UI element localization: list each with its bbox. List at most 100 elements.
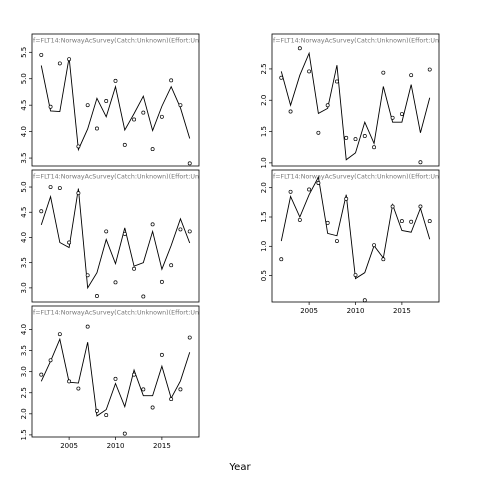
data-point bbox=[353, 137, 358, 142]
data-point bbox=[279, 75, 284, 80]
data-point bbox=[372, 145, 377, 150]
y-tick-label: 4.0 bbox=[20, 324, 28, 335]
data-point bbox=[85, 273, 90, 278]
panel-5: f=FLT14:NorwayAcSurvey(Catch:Unknown)(Ef… bbox=[20, 305, 222, 450]
x-tick-label: 2010 bbox=[107, 442, 125, 450]
panel-strip-label: f=FLT14:NorwayAcSurvey(Catch:Unknown)(Ef… bbox=[33, 310, 222, 317]
data-point bbox=[113, 376, 118, 381]
y-tick-label: 3.0 bbox=[20, 282, 28, 293]
data-point bbox=[141, 294, 146, 299]
panel-frame bbox=[31, 305, 200, 438]
data-point bbox=[418, 160, 423, 165]
data-point bbox=[409, 73, 414, 78]
y-tick-label: 1.5 bbox=[260, 211, 268, 222]
data-point bbox=[427, 67, 432, 72]
data-point bbox=[334, 79, 339, 84]
data-point bbox=[334, 239, 339, 243]
data-point bbox=[187, 161, 192, 166]
data-point bbox=[169, 397, 174, 402]
data-point bbox=[187, 335, 192, 340]
y-tick-label: 4.0 bbox=[20, 126, 28, 137]
data-point bbox=[122, 142, 127, 147]
data-point bbox=[113, 280, 118, 285]
data-point bbox=[39, 372, 44, 377]
y-tick-label: 1.5 bbox=[260, 126, 268, 137]
data-point bbox=[418, 204, 423, 209]
data-point bbox=[141, 110, 146, 115]
data-point bbox=[297, 217, 302, 222]
y-tick-label: 1.5 bbox=[20, 429, 28, 440]
data-point bbox=[122, 431, 127, 436]
data-point bbox=[344, 196, 349, 201]
data-point bbox=[57, 332, 62, 337]
panel-1: f=FLT14:NorwayAcSurvey(Catch:Unknown)(Ef… bbox=[20, 33, 222, 167]
y-tick-label: 2.5 bbox=[260, 63, 268, 74]
data-point bbox=[325, 220, 330, 225]
data-point bbox=[187, 229, 192, 234]
data-point bbox=[39, 52, 44, 57]
y-tick-label: 2.0 bbox=[20, 408, 28, 419]
x-axis-label: Year bbox=[228, 462, 251, 473]
data-point bbox=[288, 189, 293, 194]
data-point bbox=[85, 324, 90, 329]
data-point bbox=[150, 222, 155, 227]
x-tick-label: 2015 bbox=[393, 307, 411, 315]
data-point bbox=[76, 386, 81, 391]
data-point bbox=[169, 78, 174, 83]
fitted-line bbox=[40, 337, 191, 417]
panel-4: f=FLT14:NorwayAcSurvey(Catch:Unknown)(Ef… bbox=[260, 169, 440, 315]
data-point bbox=[316, 181, 321, 185]
data-point bbox=[150, 405, 155, 410]
data-point bbox=[104, 229, 109, 234]
data-point bbox=[104, 98, 109, 103]
y-tick-label: 2.0 bbox=[260, 182, 268, 193]
data-point bbox=[381, 257, 386, 262]
data-point bbox=[85, 103, 90, 108]
y-tick-label: 2.5 bbox=[20, 387, 28, 398]
data-point bbox=[48, 104, 53, 109]
y-tick-label: 3.5 bbox=[20, 345, 28, 356]
data-point bbox=[132, 266, 137, 271]
y-tick-label: 5.0 bbox=[20, 73, 28, 84]
panel-frame bbox=[271, 169, 440, 303]
panel-frame bbox=[271, 33, 440, 167]
fitted-line bbox=[280, 51, 431, 161]
fitted-line bbox=[40, 188, 191, 290]
data-point bbox=[427, 219, 432, 224]
data-point bbox=[307, 69, 312, 74]
data-point bbox=[159, 352, 164, 357]
data-point bbox=[362, 133, 367, 138]
data-point bbox=[94, 126, 99, 131]
data-point bbox=[132, 372, 137, 377]
data-point bbox=[48, 185, 53, 189]
y-tick-label: 3.0 bbox=[20, 366, 28, 377]
data-point bbox=[372, 243, 377, 248]
data-point bbox=[150, 147, 155, 152]
fitted-line bbox=[280, 175, 431, 280]
y-tick-label: 0.5 bbox=[260, 270, 268, 281]
data-point bbox=[297, 46, 302, 51]
data-point bbox=[353, 273, 358, 277]
data-point bbox=[307, 187, 312, 192]
data-point bbox=[122, 231, 127, 236]
data-point bbox=[48, 358, 53, 363]
data-point bbox=[390, 204, 395, 209]
x-tick-label: 2010 bbox=[347, 307, 365, 315]
data-point bbox=[178, 387, 183, 392]
y-tick-label: 1.0 bbox=[260, 157, 268, 168]
y-tick-label: 3.5 bbox=[20, 257, 28, 268]
data-point bbox=[94, 294, 99, 298]
data-point bbox=[288, 109, 293, 114]
data-point bbox=[113, 78, 118, 83]
panel-strip-label: f=FLT14:NorwayAcSurvey(Catch:Unknown)(Ef… bbox=[33, 38, 222, 45]
data-point bbox=[399, 219, 404, 224]
data-point bbox=[141, 387, 146, 392]
panel-frame bbox=[31, 169, 200, 303]
data-point bbox=[76, 191, 81, 196]
y-tick-label: 3.5 bbox=[20, 152, 28, 163]
data-point bbox=[178, 103, 183, 108]
data-point bbox=[132, 117, 137, 122]
y-tick-label: 2.0 bbox=[260, 95, 268, 106]
data-point bbox=[316, 130, 321, 135]
